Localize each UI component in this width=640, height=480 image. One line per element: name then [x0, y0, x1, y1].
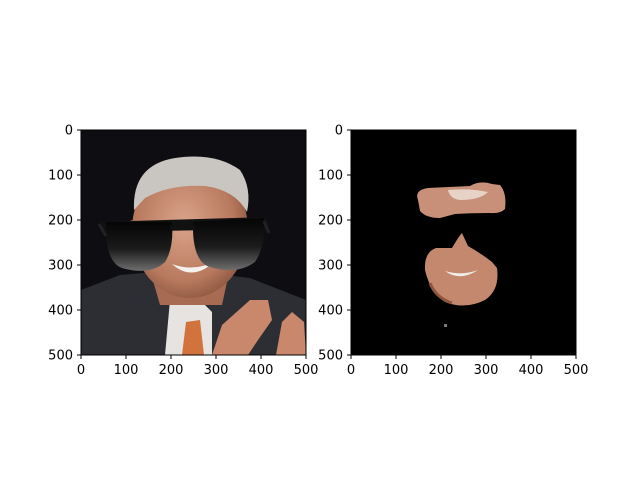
left-x-tick-label: 200	[159, 363, 184, 378]
right-y-tick-label: 500	[318, 349, 343, 364]
right-axes-frame	[350, 129, 577, 356]
right-x-tick-label: 200	[429, 363, 454, 378]
right-x-tick-label: 400	[519, 363, 544, 378]
left-y-tick-label: 200	[48, 214, 73, 229]
right-y-tick-label: 300	[318, 259, 343, 274]
right-x-tick-label: 300	[474, 363, 499, 378]
sunglasses-overlay	[97, 217, 271, 271]
right-x-tick-label: 500	[564, 363, 589, 378]
left-x-tick-label: 500	[294, 363, 319, 378]
right-x-tick-label: 0	[347, 363, 355, 378]
left-axes: 0 100 200 300 400 500 0 100 200 300 400 500	[48, 124, 318, 379]
left-image-panel	[80, 129, 307, 356]
left-y-tick-label: 100	[48, 169, 73, 184]
left-x-tick-label: 300	[204, 363, 229, 378]
left-y-tick-label: 0	[65, 124, 73, 139]
left-x-tick-label: 0	[77, 363, 85, 378]
left-y-tick-label: 500	[48, 349, 73, 364]
right-y-tick-label: 200	[318, 214, 343, 229]
right-photo-mask	[351, 130, 576, 355]
left-y-tick-label: 400	[48, 304, 73, 319]
right-axes: 0 100 200 300 400 500 0 100 200 300 400 500	[318, 124, 588, 379]
left-axes-frame	[80, 129, 307, 356]
left-y-tick-label: 300	[48, 259, 73, 274]
right-y-tick-label: 400	[318, 304, 343, 319]
left-x-tick-label: 400	[249, 363, 274, 378]
right-x-tick-label: 100	[384, 363, 409, 378]
right-y-tick-label: 0	[335, 124, 343, 139]
left-x-tick-label: 100	[114, 363, 139, 378]
right-y-tick-label: 100	[318, 169, 343, 184]
right-image-panel	[350, 129, 577, 356]
